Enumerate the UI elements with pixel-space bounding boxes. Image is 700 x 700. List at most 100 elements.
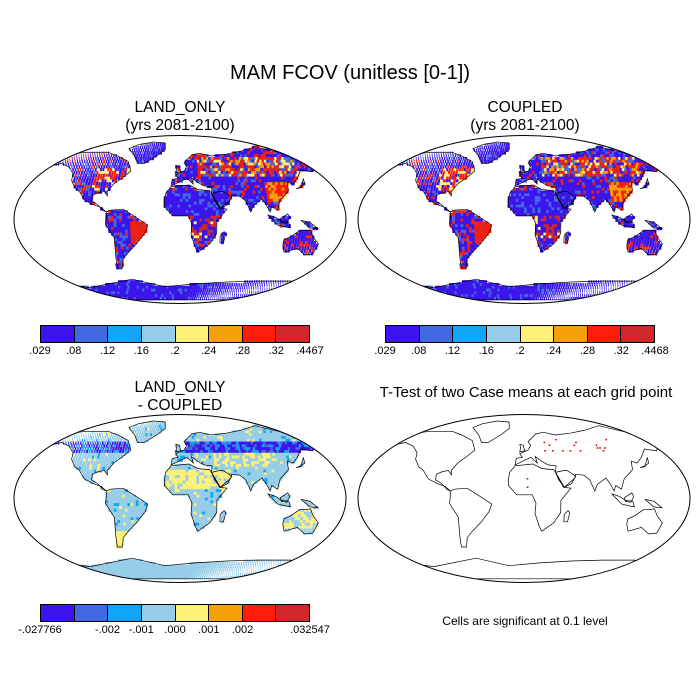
grid-cell [187, 162, 191, 166]
grid-cell [228, 190, 232, 194]
grid-cell [564, 187, 568, 191]
grid-cell [537, 210, 541, 214]
grid-cell [99, 168, 102, 172]
grid-cell [552, 283, 555, 287]
grid-cell [477, 227, 481, 231]
grid-cell [539, 291, 542, 295]
grid-cell [284, 249, 288, 253]
grid-cell [76, 176, 79, 180]
grid-cell [517, 294, 521, 298]
grid-cell [294, 238, 298, 242]
grid-cell [199, 238, 203, 242]
grid-cell [553, 162, 557, 166]
grid-cell [165, 294, 169, 298]
grid-cell [45, 285, 52, 289]
grid-cell [582, 151, 587, 155]
grid-cell [81, 187, 84, 191]
grid-cell [133, 241, 137, 245]
grid-cell [116, 218, 120, 222]
grid-cell [469, 285, 474, 289]
grid-cell [177, 179, 181, 183]
grid-cell [196, 215, 200, 219]
grid-cell [524, 207, 528, 211]
grid-cell [567, 171, 571, 175]
grid-cell [549, 168, 553, 172]
grid-cell [440, 190, 444, 194]
grid-cell [142, 427, 145, 431]
grid-cell [206, 291, 208, 295]
grid-cell [200, 171, 204, 175]
grid-cell [392, 159, 393, 163]
grid-cell [471, 227, 475, 231]
grid-cell [307, 285, 309, 289]
grid-cell [604, 285, 605, 289]
grid-cell [483, 151, 486, 155]
grid-cell [536, 294, 539, 298]
grid-cell [122, 168, 125, 172]
grid-cell [595, 297, 599, 301]
grid-cell [142, 283, 147, 287]
grid-cell [202, 204, 206, 208]
grid-cell [468, 224, 472, 228]
grid-cell [240, 179, 244, 183]
grid-cell [306, 235, 309, 239]
grid-cell [419, 179, 422, 183]
grid-cell [88, 165, 91, 169]
grid-cell [647, 238, 650, 242]
grid-cell [457, 229, 462, 233]
grid-cell [537, 190, 541, 194]
grid-cell [589, 283, 591, 287]
grid-cell [237, 168, 242, 172]
grid-cell [247, 159, 252, 163]
grid-cell [648, 159, 654, 163]
grid-cell [488, 151, 490, 155]
grid-cell [118, 249, 122, 253]
grid-cell [404, 294, 413, 298]
grid-cell [251, 171, 255, 175]
grid-cell [415, 294, 423, 298]
grid-cell [477, 215, 481, 219]
grid-cell [597, 285, 598, 289]
grid-cell [535, 229, 539, 233]
grid-cell [655, 249, 658, 253]
grid-cell [266, 297, 271, 301]
grid-cell [243, 157, 248, 161]
grid-cell [312, 246, 315, 250]
coupled-title-line1: COUPLED [487, 99, 563, 116]
grid-cell [306, 232, 310, 236]
grid-cell [448, 157, 451, 161]
grid-cell [508, 288, 512, 292]
grid-cell [300, 168, 305, 172]
grid-cell [398, 294, 407, 298]
grid-cell [431, 151, 433, 155]
grid-cell [91, 179, 94, 183]
grid-cell [492, 288, 497, 292]
grid-cell [218, 173, 222, 177]
grid-cell [207, 221, 211, 225]
grid-cell [521, 201, 525, 205]
grid-cell [602, 179, 607, 183]
grid-cell [581, 285, 583, 289]
grid-cell [230, 187, 235, 191]
grid-cell [220, 171, 224, 175]
grid-cell [540, 241, 544, 245]
grid-cell [628, 187, 632, 191]
grid-cell [85, 173, 88, 177]
grid-cell [119, 224, 123, 228]
grid-cell [282, 190, 286, 194]
grid-cell [494, 151, 497, 155]
grid-cell [480, 291, 485, 295]
grid-cell [600, 154, 605, 158]
grid-cell [460, 229, 464, 233]
grid-cell [577, 162, 582, 166]
grid-cell [92, 294, 99, 298]
grid-cell [644, 168, 649, 172]
grid-cell [140, 283, 144, 287]
grid-cell [116, 252, 120, 256]
grid-cell [601, 297, 605, 301]
grid-cell [239, 176, 244, 180]
grid-cell [540, 210, 544, 214]
grid-cell [409, 291, 416, 295]
grid-cell [487, 285, 491, 289]
grid-cell [147, 291, 152, 295]
